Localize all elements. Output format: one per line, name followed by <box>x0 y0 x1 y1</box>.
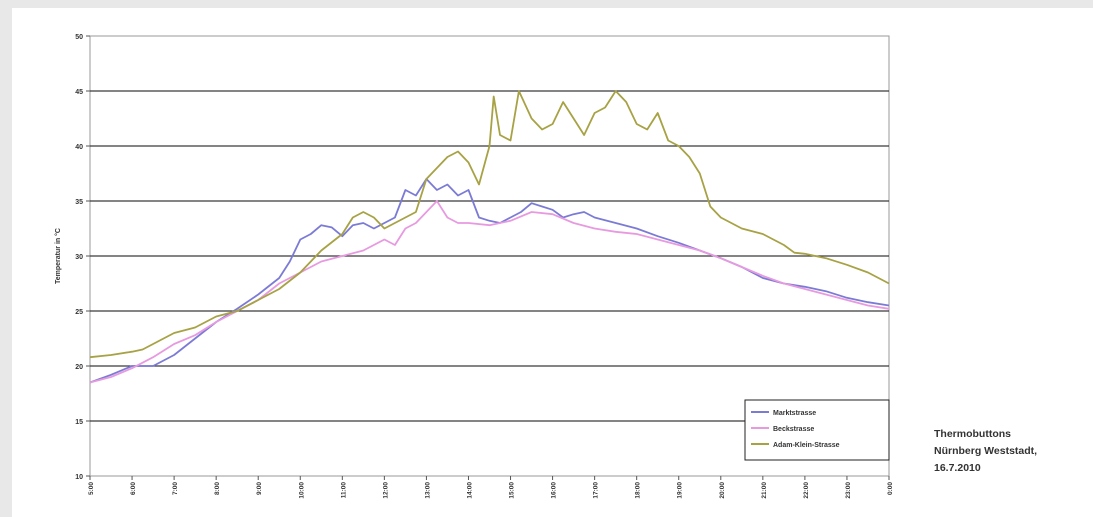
legend-entry: Beckstrasse <box>773 426 814 433</box>
y-tick-label: 50 <box>75 34 83 41</box>
x-tick-label: 8:00 <box>214 482 221 495</box>
x-tick-label: 12:00 <box>382 482 389 499</box>
caption-line-3: 16.7.2010 <box>934 462 981 474</box>
x-tick-label: 10:00 <box>298 482 305 499</box>
caption-line-1: Thermobuttons <box>934 428 1011 440</box>
x-tick-label: 19:00 <box>677 482 684 499</box>
chart-caption: Thermobuttons Nürnberg Weststadt, 16.7.2… <box>934 426 1093 477</box>
x-tick-label: 0:00 <box>887 482 894 495</box>
x-tick-label: 9:00 <box>256 482 263 495</box>
y-tick-label: 45 <box>75 89 83 96</box>
x-tick-label: 6:00 <box>130 482 137 495</box>
x-tick-label: 20:00 <box>719 482 726 499</box>
x-tick-label: 7:00 <box>172 482 179 495</box>
y-tick-label: 30 <box>75 254 83 261</box>
legend-entry: Adam-Klein-Strasse <box>773 442 840 449</box>
x-tick-label: 23:00 <box>845 482 852 499</box>
legend-box <box>744 399 890 461</box>
x-tick-label: 5:00 <box>88 482 95 495</box>
x-tick-label: 16:00 <box>551 482 558 499</box>
x-tick-label: 13:00 <box>424 482 431 499</box>
y-tick-label: 20 <box>75 364 83 371</box>
caption-line-2: Nürnberg Weststadt, <box>934 445 1038 457</box>
x-tick-label: 22:00 <box>803 482 810 499</box>
temperature-line-chart: 10 15 20 25 30 35 40 45 50 5:00 6:00 7:00 8:00 9:00 10… <box>54 34 894 499</box>
y-tick-label: 35 <box>75 199 83 206</box>
y-tick-label: 15 <box>75 419 83 426</box>
x-tick-label: 21:00 <box>761 482 768 499</box>
y-axis-label: Temperatur in °C <box>54 228 62 284</box>
x-tick-label: 11:00 <box>340 482 347 499</box>
y-tick-label: 25 <box>75 309 83 316</box>
x-tick-label: 17:00 <box>593 482 600 499</box>
y-tick-label: 40 <box>75 144 83 151</box>
x-tick-label: 18:00 <box>635 482 642 499</box>
x-tick-label: 15:00 <box>509 482 516 499</box>
chart-panel: 10 15 20 25 30 35 40 45 50 5:00 6:00 7:00 8:00 9:00 10… <box>12 8 1093 517</box>
y-tick-label: 10 <box>75 474 83 481</box>
legend-entry: Marktstrasse <box>773 410 816 417</box>
x-tick-label: 14:00 <box>466 482 473 499</box>
series-line-adam-klein-strasse <box>89 90 890 359</box>
